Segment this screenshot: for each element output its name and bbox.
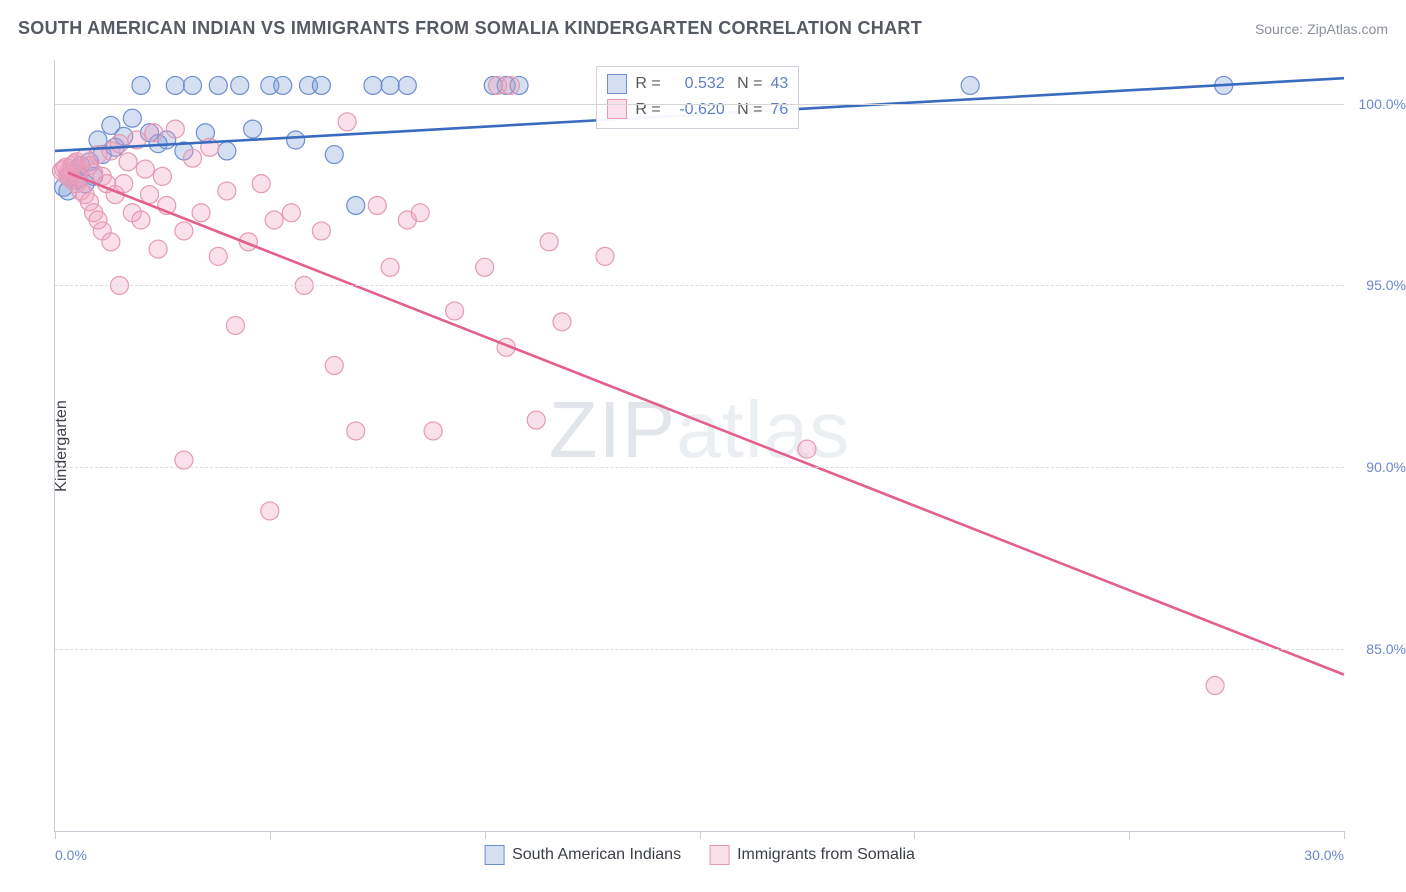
corr-n-label: N = xyxy=(733,97,763,123)
trend-line-som xyxy=(68,173,1344,675)
corr-r-value-som: -0.620 xyxy=(669,97,725,123)
legend-swatch-som xyxy=(607,99,627,119)
corr-n-label: N = xyxy=(733,71,763,97)
corr-n-value-sai: 43 xyxy=(771,71,789,97)
legend-item-som: Immigrants from Somalia xyxy=(709,845,915,865)
source-label: Source: ZipAtlas.com xyxy=(1255,21,1388,37)
legend-label-som: Immigrants from Somalia xyxy=(737,846,915,864)
x-tick-label: 30.0% xyxy=(1304,847,1344,863)
chart-title: SOUTH AMERICAN INDIAN VS IMMIGRANTS FROM… xyxy=(18,18,922,39)
legend-label-sai: South American Indians xyxy=(512,846,681,864)
legend-swatch-sai xyxy=(484,845,504,865)
x-tick-label: 0.0% xyxy=(55,847,87,863)
legend-swatch-sai xyxy=(607,74,627,94)
trend-lines-layer xyxy=(55,60,1344,831)
correlation-legend: R = 0.532 N = 43 R = -0.620 N = 76 xyxy=(596,66,799,129)
corr-r-value-sai: 0.532 xyxy=(669,71,725,97)
legend-swatch-som xyxy=(709,845,729,865)
corr-legend-row-som: R = -0.620 N = 76 xyxy=(607,97,788,123)
y-tick-label: 85.0% xyxy=(1350,641,1406,657)
corr-r-label: R = xyxy=(635,97,660,123)
plot-area: ZIPatlas R =0.532 N = 43R =-0.620 N = 76… xyxy=(54,60,1344,832)
y-tick-label: 90.0% xyxy=(1350,459,1406,475)
y-tick-label: 100.0% xyxy=(1350,96,1406,112)
y-tick-label: 95.0% xyxy=(1350,277,1406,293)
series-legend: South American Indians Immigrants from So… xyxy=(484,845,915,865)
corr-r-label: R = xyxy=(635,71,660,97)
corr-n-value-som: 76 xyxy=(771,97,789,123)
corr-legend-row-sai: R = 0.532 N = 43 xyxy=(607,71,788,97)
legend-item-sai: South American Indians xyxy=(484,845,681,865)
